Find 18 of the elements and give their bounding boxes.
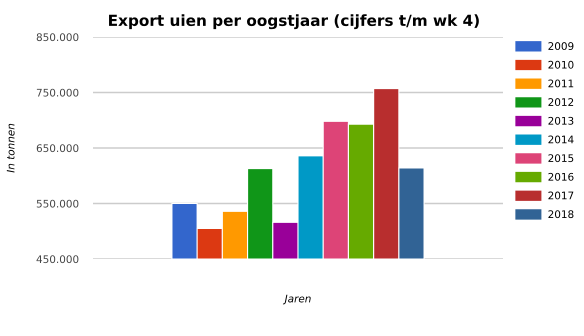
legend-label: 2015 [548,154,574,162]
y-tick-label: 450.000 [36,255,78,264]
legend-label: 2011 [548,79,574,88]
y-tick-label: 750.000 [36,88,78,97]
legend-label: 2017 [548,192,574,200]
legend-label: 2012 [548,98,574,106]
y-tick-label: 850.000 [36,33,78,42]
y-axis-title: In tonnen [6,124,15,173]
chart-title: Export uien per oogstjaar (cijfers t/m wk 4) [109,14,479,30]
legend-label: 2009 [548,42,574,50]
legend-label: 2014 [548,136,574,144]
legend-label: 2018 [548,210,574,218]
legend-label: 2010 [548,60,574,69]
legend-label: 2016 [548,172,574,181]
x-axis-title: Jaren [282,294,311,304]
legend-label: 2013 [548,116,574,125]
y-tick-label: 550.000 [36,200,78,208]
y-tick-label: 650.000 [36,144,78,152]
